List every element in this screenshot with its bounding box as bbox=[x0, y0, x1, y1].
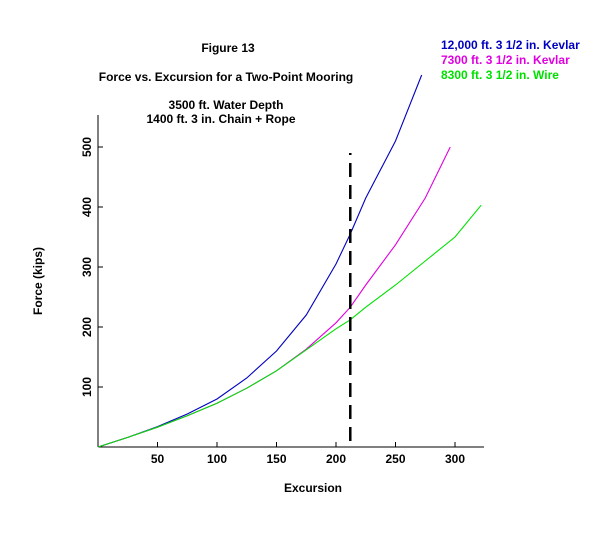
x-tick-label: 150 bbox=[266, 452, 286, 466]
chart-note-chain-rope: 1400 ft. 3 in. Chain + Rope bbox=[146, 112, 295, 126]
series-line-2 bbox=[97, 146, 451, 448]
x-tick-label: 250 bbox=[385, 452, 405, 466]
x-tick-label: 100 bbox=[207, 452, 227, 466]
x-tick-label: 300 bbox=[445, 452, 465, 466]
chart-subtitle: Force vs. Excursion for a Two-Point Moor… bbox=[99, 70, 353, 84]
axes: Excursion Force (kips) bbox=[31, 115, 484, 495]
chart-note-water-depth: 3500 ft. Water Depth bbox=[169, 98, 284, 112]
chart-title: Figure 13 bbox=[201, 41, 255, 55]
x-tick-label: 200 bbox=[326, 452, 346, 466]
x-axis-label: Excursion bbox=[284, 481, 342, 495]
legend-entry-3: 8300 ft. 3 1/2 in. Wire bbox=[441, 68, 559, 82]
x-tick-label: 50 bbox=[151, 452, 165, 466]
series-group bbox=[97, 74, 482, 448]
y-tick-label: 300 bbox=[80, 257, 94, 277]
y-tick-label: 500 bbox=[80, 137, 94, 157]
series-line-3 bbox=[97, 204, 482, 448]
series-line-1 bbox=[97, 74, 423, 448]
title-block: Figure 13 Force vs. Excursion for a Two-… bbox=[99, 41, 353, 126]
y-tick-label: 200 bbox=[80, 317, 94, 337]
y-tick-label: 400 bbox=[80, 197, 94, 217]
legend-entry-2: 7300 ft. 3 1/2 in. Kevlar bbox=[441, 53, 570, 67]
y-ticks: 100 200 300 400 500 bbox=[80, 137, 103, 397]
legend-entry-1: 12,000 ft. 3 1/2 in. Kevlar bbox=[441, 38, 580, 52]
y-axis-label: Force (kips) bbox=[31, 247, 45, 315]
y-tick-label: 100 bbox=[80, 377, 94, 397]
x-ticks: 50 100 150 200 250 300 bbox=[151, 442, 465, 466]
